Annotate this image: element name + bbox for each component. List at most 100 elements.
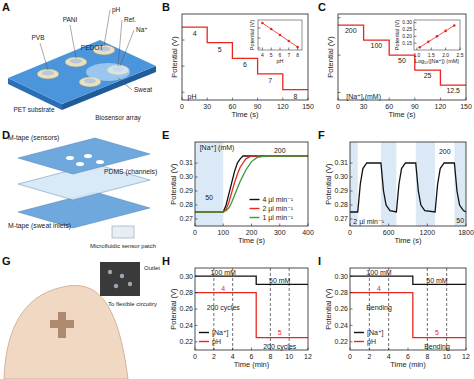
y-axis-label: Potential (V) — [170, 36, 179, 78]
y-axis-label: Potential (V) — [324, 288, 333, 330]
y-tick-label: 0.28 — [179, 289, 193, 296]
y-tick — [195, 177, 198, 178]
x-tick — [466, 98, 467, 101]
x-tick-label: 0 — [336, 103, 340, 110]
y-tick-label: 0.29 — [334, 187, 348, 194]
annotation: 100 mM — [366, 269, 391, 276]
annotation: 50 — [205, 194, 213, 201]
annotation: 200 — [345, 27, 357, 34]
x-tick-label: 0 — [193, 353, 197, 360]
x-tick-label: 2.0 — [442, 52, 449, 58]
x-tick — [408, 348, 409, 351]
y-axis-label: Potential (V) — [326, 36, 335, 78]
annotation: 5 — [278, 329, 282, 336]
y-tick — [195, 325, 198, 326]
y-tick — [182, 66, 185, 67]
x-tick-label: 4 — [261, 52, 264, 58]
x-axis-label: Time (min) — [234, 360, 270, 369]
panel-letter: E — [162, 129, 169, 141]
annotation: 12.5 — [446, 87, 460, 94]
x-tick-label: 90 — [254, 103, 262, 110]
annotation: 50 mM — [269, 277, 291, 284]
annotation: 4 — [377, 285, 381, 292]
diagram-label: To flexible circuitry — [108, 301, 157, 307]
patch-icon — [112, 226, 134, 238]
series-line — [195, 156, 308, 212]
chart: 0246810120.220.240.260.280.30Time (min)P… — [324, 268, 470, 369]
photo-sensor — [108, 270, 112, 274]
x-tick — [195, 348, 196, 351]
plot-area — [195, 268, 308, 350]
annotation: 7 — [268, 77, 272, 84]
x-axis-label: Time (min) — [390, 360, 426, 369]
x-tick-label: 30 — [203, 103, 211, 110]
y-tick — [195, 191, 198, 192]
y-axis-label: Potential (V) — [394, 20, 400, 50]
diagram-label: Biosensor array — [95, 114, 141, 122]
annotation: 2 µl min⁻¹ — [353, 218, 384, 226]
annotation: [Na⁺] (mM) — [346, 93, 381, 101]
legend-swatch — [250, 208, 260, 209]
annotation: 25 — [424, 72, 432, 79]
y-axis-label: Potential (V) — [169, 288, 178, 330]
panel-letter: G — [2, 255, 11, 267]
y-axis-label: Potential (V) — [249, 20, 255, 50]
x-tick — [466, 348, 467, 351]
x-tick-label: 8 — [425, 353, 429, 360]
plot-area — [350, 268, 466, 350]
x-tick — [223, 224, 224, 227]
sensor-spot — [76, 162, 84, 166]
frame — [350, 142, 466, 226]
legend-label: 1 µl min⁻¹ — [263, 214, 294, 222]
diagram-label: Na⁺ — [136, 26, 148, 33]
legend-label: pH — [212, 338, 221, 346]
annotation: 50 mM — [426, 277, 448, 284]
sensor-spot — [96, 160, 104, 164]
x-tick — [308, 224, 309, 227]
y-tick-label: 0.22 — [179, 338, 193, 345]
x-tick-label: 0 — [348, 229, 352, 236]
y-tick-label: 0.31 — [334, 159, 348, 166]
x-axis-label: Time (s) — [231, 110, 259, 119]
y-tick — [195, 292, 198, 293]
y-tick-label: 0.26 — [334, 305, 348, 312]
series-line — [195, 276, 308, 284]
body — [4, 286, 128, 379]
annotation: Bending — [424, 343, 450, 351]
y-tick-label: 0.24 — [179, 322, 193, 329]
y-tick-label: 0.27 — [334, 215, 348, 222]
diagram-label: Sweat — [134, 86, 152, 93]
x-tick — [460, 48, 461, 51]
x-axis-label: Time (s) — [394, 236, 422, 245]
leader — [70, 25, 76, 58]
x-tick-label: 2 — [212, 353, 216, 360]
band — [350, 142, 358, 226]
x-axis-label: pH — [276, 58, 283, 64]
electrode — [65, 57, 87, 67]
x-tick — [416, 48, 417, 51]
x-tick — [440, 98, 441, 101]
series-line — [195, 156, 308, 212]
x-tick — [251, 348, 252, 351]
sensor-spot — [66, 156, 74, 160]
x-tick-label: 120 — [435, 103, 447, 110]
annotation: 200 cycles — [207, 304, 241, 312]
legend-swatch — [199, 341, 209, 342]
y-tick — [182, 40, 185, 41]
x-tick — [288, 48, 289, 51]
y-tick — [350, 163, 353, 164]
y-tick-label: 0.26 — [179, 305, 193, 312]
x-tick-label: 8 — [296, 52, 299, 58]
chart: 01002003004000.270.280.290.300.31Time (s… — [169, 142, 314, 245]
annotation: pH — [188, 93, 197, 101]
x-tick — [308, 98, 309, 101]
diagram-label: M-tape (sweat inlets) — [8, 222, 71, 230]
y-tick — [258, 38, 261, 39]
y-tick-label: 0.29 — [179, 187, 193, 194]
plot-area — [195, 142, 308, 226]
annotation: 5 — [435, 329, 439, 336]
x-tick-label: 12 — [304, 353, 312, 360]
series-line — [350, 276, 466, 284]
panel-letter: H — [162, 255, 170, 267]
y-tick — [182, 92, 185, 93]
